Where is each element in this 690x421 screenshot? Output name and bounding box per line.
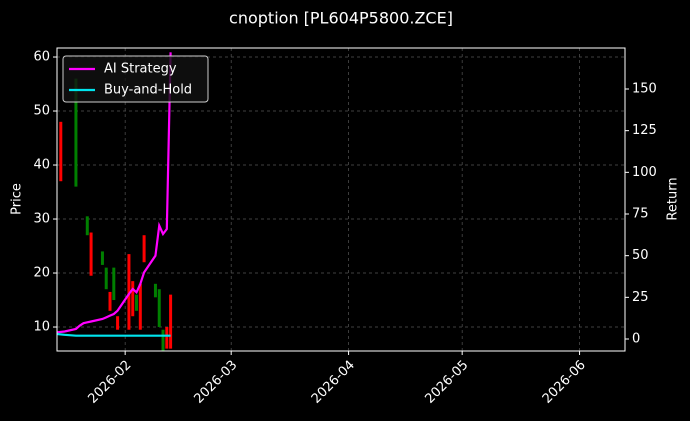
y2-tick-label: 0 (632, 332, 640, 347)
y-axis-label: Price (10, 183, 25, 215)
y-tick-label: 50 (33, 104, 50, 119)
candle-body (157, 289, 161, 328)
y2-tick-label: 50 (632, 248, 649, 263)
plot-content (57, 52, 173, 351)
candle-body (104, 267, 108, 290)
y-tick-label: 40 (33, 158, 50, 173)
y-tick-label: 20 (33, 266, 50, 281)
candle-body (161, 329, 165, 351)
y2-tick-label: 150 (632, 82, 657, 97)
legend-label: AI Strategy (104, 62, 177, 77)
candle-body (116, 316, 120, 330)
candle-body (142, 235, 146, 263)
y2-axis-label: Return (666, 177, 681, 220)
y2-tick-label: 100 (632, 165, 657, 180)
candle-body (89, 232, 93, 276)
legend-box (62, 55, 209, 103)
candle-body (112, 267, 116, 301)
candle-body (138, 283, 142, 330)
candle-body (85, 216, 89, 236)
candle-body (131, 281, 135, 317)
candle-body (59, 121, 63, 182)
axes-frame (56, 47, 626, 352)
y-tick-label: 30 (33, 212, 50, 227)
candle-body (127, 254, 131, 330)
y-tick-label: 10 (33, 320, 50, 335)
candle-body (74, 78, 78, 187)
candle-body (153, 283, 157, 298)
candle-body (108, 291, 112, 311)
chart-title: cnoption [PL604P5800.ZCE] (229, 9, 453, 28)
line-series (57, 52, 172, 334)
legend-label: Buy-and-Hold (104, 83, 192, 98)
y2-tick-label: 25 (632, 290, 649, 305)
candle-body (169, 294, 173, 349)
line-series (57, 332, 171, 337)
candle-body (135, 294, 139, 311)
y2-tick-label: 75 (632, 207, 649, 222)
y2-tick-label: 125 (632, 123, 657, 138)
candle-body (165, 327, 169, 349)
y-tick-label: 60 (33, 50, 50, 65)
candle-body (100, 251, 104, 265)
